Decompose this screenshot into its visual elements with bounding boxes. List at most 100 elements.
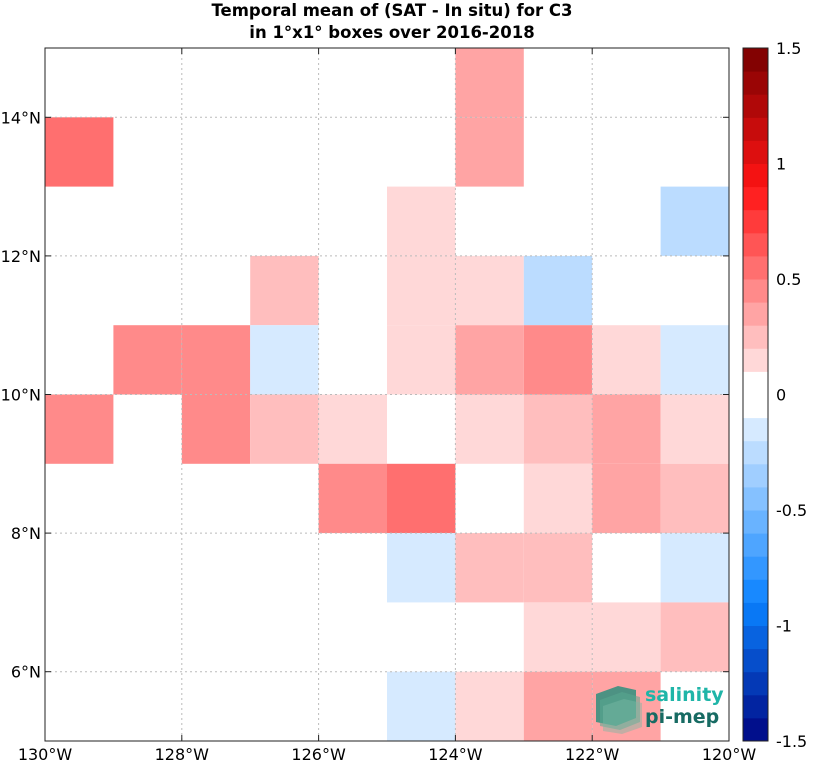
- colorbar-swatch: [743, 625, 768, 650]
- colorbar-swatch: [743, 671, 768, 696]
- heatmap-cell: [523, 602, 593, 672]
- heatmap-cell: [113, 325, 182, 395]
- colorbar-swatch: [743, 694, 768, 719]
- heatmap-cell: [250, 325, 319, 395]
- colorbar-swatch: [743, 463, 768, 488]
- heatmap-cell: [660, 533, 729, 603]
- grid-lines: [45, 48, 729, 741]
- heatmap-cell: [592, 463, 661, 534]
- heatmap-cell: [523, 671, 593, 741]
- colorbar-swatch: [743, 94, 768, 118]
- colorbar-swatch: [743, 394, 768, 419]
- colorbar-swatch: [743, 440, 768, 465]
- chart-title-line-2: in 1°x1° boxes over 2016-2018: [249, 23, 534, 42]
- colorbar-swatch: [743, 140, 768, 164]
- heatmap-cell: [45, 394, 114, 464]
- heatmap-cell: [250, 255, 319, 326]
- colorbar-swatch: [743, 348, 768, 372]
- colorbar-tick-label: -1.5: [776, 732, 807, 751]
- colorbar-swatch: [743, 717, 768, 742]
- heatmap-cell: [387, 255, 456, 326]
- heatmap-cell: [387, 186, 456, 256]
- colorbar-swatch: [743, 232, 768, 257]
- colorbar-swatch: [743, 71, 768, 95]
- colorbar-swatch: [743, 510, 768, 534]
- heatmap-cell: [387, 325, 456, 395]
- colorbar: [742, 47, 769, 742]
- heatmap-cell: [455, 671, 524, 741]
- x-tick-label: 126°W: [291, 745, 346, 763]
- heatmap-cell: [660, 394, 729, 464]
- colorbar-swatch: [743, 279, 768, 303]
- colorbar-swatch: [743, 533, 768, 557]
- heatmap-cell: [523, 255, 593, 326]
- x-tick-label: 124°W: [428, 745, 483, 763]
- heatmap-cell: [181, 394, 251, 464]
- heatmap-cells: [45, 48, 729, 741]
- heatmap-cell: [455, 255, 524, 326]
- colorbar-swatch: [743, 648, 768, 673]
- colorbar-swatch: [743, 579, 768, 603]
- heatmap-cell: [523, 325, 593, 395]
- y-tick-label: 6°N: [11, 663, 41, 682]
- heatmap-cell: [523, 533, 593, 603]
- heatmap-cell: [455, 48, 524, 118]
- heatmap-cell: [660, 463, 729, 534]
- colorbar-tick-label: 0.5: [776, 270, 801, 289]
- heatmap-cell: [45, 117, 114, 187]
- heatmap-cell: [181, 325, 251, 395]
- x-tick-label: 128°W: [155, 745, 210, 763]
- x-tick-label: 122°W: [565, 745, 620, 763]
- colorbar-swatch: [743, 186, 768, 211]
- y-tick-label: 14°N: [1, 108, 41, 127]
- heatmap-cell: [523, 463, 593, 534]
- colorbar-frame: [742, 47, 769, 742]
- heatmap-cell: [523, 394, 593, 464]
- x-axis: 130°W 128°W 126°W 124°W 122°W 120°W: [18, 48, 757, 763]
- y-tick-label: 8°N: [11, 524, 41, 543]
- heatmap-cell: [455, 533, 524, 603]
- heatmap-cell: [318, 394, 387, 464]
- colorbar-swatch: [743, 209, 768, 234]
- heatmap-cell: [455, 117, 524, 187]
- heatmap-cell: [660, 186, 729, 256]
- colorbar-swatch: [743, 302, 768, 326]
- heatmap-cell: [455, 394, 524, 464]
- x-tick-label: 130°W: [18, 745, 73, 763]
- colorbar-tick-label: -0.5: [776, 501, 807, 520]
- colorbar-tick-label: -1: [776, 617, 792, 636]
- colorbar-ticks: 1.5 1 0.5 0 -0.5 -1 -1.5: [776, 39, 807, 751]
- colorbar-swatch: [743, 417, 768, 442]
- chart-title-line-1: Temporal mean of (SAT - In situ) for C3: [211, 1, 572, 20]
- heatmap-cell: [250, 394, 319, 464]
- heatmap-cell: [592, 602, 661, 672]
- colorbar-swatch: [743, 486, 768, 511]
- heatmap-cell: [660, 325, 729, 395]
- salinity-pi-mep-logo: salinity pi-mep: [596, 684, 724, 734]
- colorbar-swatch: [743, 371, 768, 395]
- heatmap-cell: [592, 394, 661, 464]
- y-tick-label: 12°N: [1, 247, 41, 266]
- colorbar-swatch: [743, 117, 768, 141]
- colorbar-tick-label: 0: [776, 386, 786, 405]
- heatmap-cell: [318, 463, 387, 534]
- logo-mark-icon: [596, 686, 642, 734]
- heatmap-cell: [455, 325, 524, 395]
- colorbar-swatch: [743, 48, 768, 72]
- colorbar-tick-label: 1: [776, 155, 786, 174]
- colorbar-swatch: [743, 556, 768, 580]
- colorbar-swatch: [743, 255, 768, 280]
- x-tick-label: 120°W: [702, 745, 757, 763]
- y-axis: 6°N 8°N 10°N 12°N 14°N: [1, 108, 729, 682]
- colorbar-tick-label: 1.5: [776, 39, 801, 58]
- heatmap-cell: [387, 533, 456, 603]
- heatmap-cell: [387, 463, 456, 534]
- colorbar-swatch: [743, 325, 768, 349]
- logo-text-salinity: salinity: [645, 684, 724, 706]
- colorbar-swatch: [743, 602, 768, 626]
- heatmap-cell: [660, 602, 729, 672]
- heatmap-cell: [387, 671, 456, 741]
- y-tick-label: 10°N: [1, 386, 41, 405]
- colorbar-swatch: [743, 163, 768, 188]
